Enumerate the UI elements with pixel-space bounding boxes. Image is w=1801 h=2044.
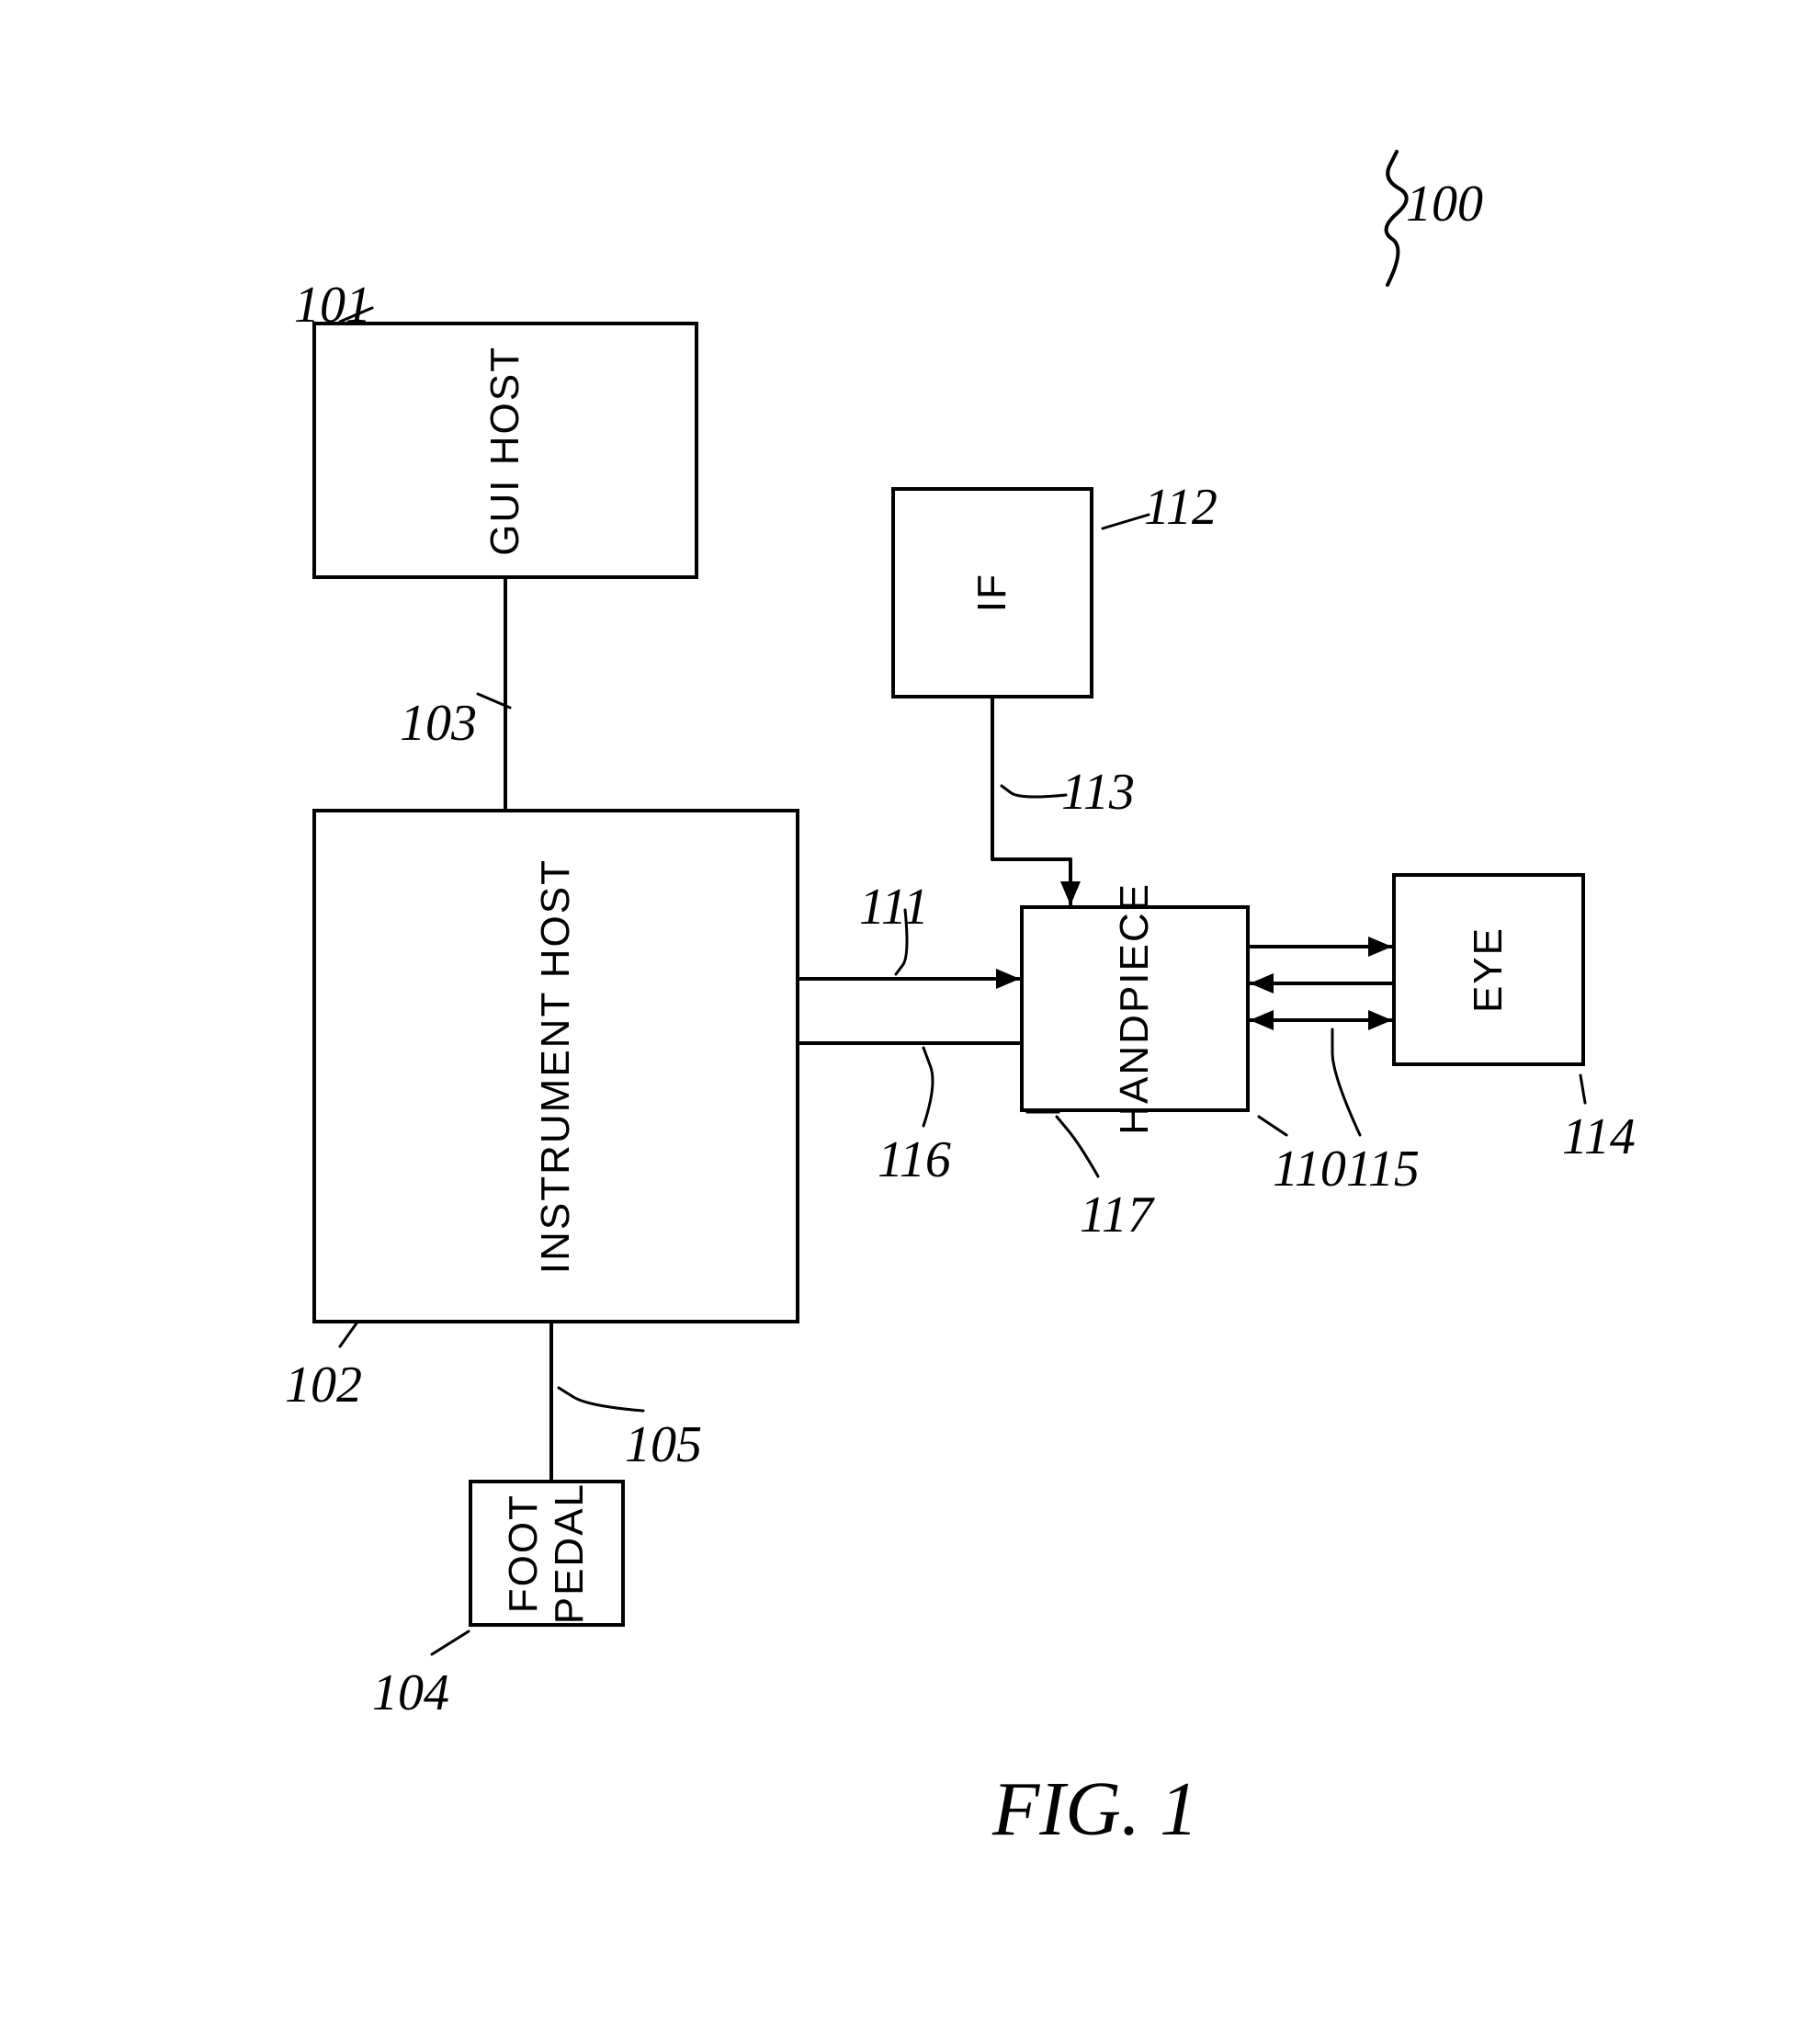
ref-100: 100 [1406,175,1483,233]
node-instr: INSTRUMENT HOST [312,809,799,1323]
diagram-stage: GUI HOST INSTRUMENT HOST FOOT PEDAL IF HANDP… [0,0,1801,2044]
node-instr-label: INSTRUMENT HOST [533,858,579,1274]
node-if-label: IF [969,573,1015,612]
figure-caption: FIG. 1 [992,1765,1198,1854]
ref-113: 113 [1061,763,1135,822]
ref-117: 117 [1080,1186,1153,1244]
ref-105: 105 [625,1415,702,1474]
ref-110: 110 [1273,1140,1346,1198]
ref-111: 111 [859,878,929,937]
node-hand-label: HANDPIECE [1112,882,1158,1135]
node-if: IF [891,487,1093,698]
node-gui: GUI HOST [312,322,698,579]
node-eye-label: EYE [1466,926,1512,1013]
node-hand: HANDPIECE [1020,905,1250,1112]
ref-104: 104 [372,1664,449,1722]
node-gui-label: GUI HOST [482,346,528,556]
ref-114: 114 [1562,1107,1636,1166]
node-eye: EYE [1392,873,1585,1066]
ref-102: 102 [285,1356,362,1414]
ref-103: 103 [400,694,477,753]
node-foot-label: FOOT PEDAL [501,1482,593,1624]
ref-115: 115 [1346,1140,1420,1198]
ref-116: 116 [878,1130,951,1189]
ref-112: 112 [1144,478,1218,537]
node-foot: FOOT PEDAL [469,1480,625,1627]
ref-101: 101 [294,276,371,335]
